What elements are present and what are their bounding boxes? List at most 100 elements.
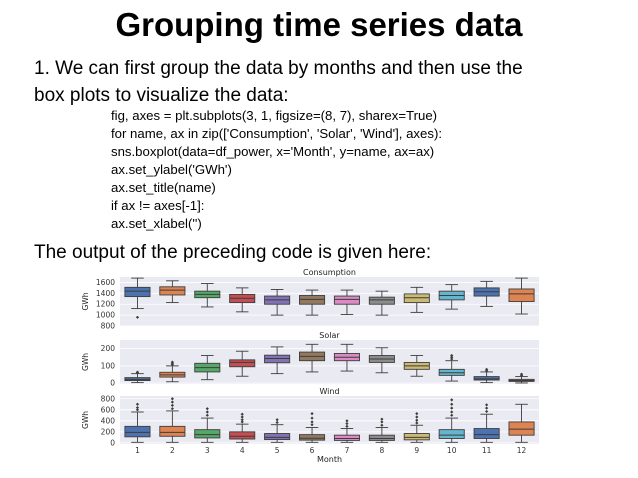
intro-line-1: 1. We can first group the data by months… (34, 58, 523, 79)
box-month-9 (403, 412, 430, 443)
outlier-point (170, 360, 174, 364)
box (264, 433, 291, 441)
x-tick-label: 12 (517, 446, 527, 455)
box (473, 428, 500, 439)
x-tick-label: 6 (310, 446, 315, 455)
outro-text: The output of the preceding code is give… (34, 242, 432, 263)
y-tick-label: 100 (101, 361, 116, 370)
outlier-point (450, 406, 454, 410)
code-block: fig, axes = plt.subplots(3, 1, figsize=(… (111, 107, 442, 233)
plot-background (120, 277, 539, 326)
box-month-1 (124, 402, 151, 443)
outlier-point (380, 417, 384, 421)
outlier-point (240, 412, 244, 416)
outlier-point (275, 418, 279, 422)
x-tick-label: 5 (275, 446, 280, 455)
box-month-2 (159, 397, 186, 443)
box-month-12 (508, 403, 535, 443)
y-axis-label: GWh (82, 292, 90, 310)
code-line: if ax != axes[-1]: (111, 198, 205, 213)
box-month-9 (403, 355, 430, 377)
x-tick-label: 11 (482, 446, 492, 455)
box (299, 434, 326, 441)
box (159, 425, 186, 437)
x-tick-label: 7 (345, 446, 350, 455)
intro-line-2: box plots to visualize the data: (34, 85, 289, 106)
boxplot-figure: 8001000120014001600ConsumptionGWh0100200… (82, 268, 539, 464)
y-tick-label: 1600 (96, 278, 115, 287)
y-tick-label: 800 (101, 322, 116, 331)
box-month-4 (229, 412, 256, 443)
box-month-9 (403, 286, 430, 313)
code-line: ax.set_title(name) (111, 180, 216, 195)
box-month-11 (473, 367, 500, 384)
panel-title: Solar (319, 331, 340, 340)
x-tick-label: 1 (135, 446, 140, 455)
code-line: fig, axes = plt.subplots(3, 1, figsize=(… (111, 108, 438, 123)
box-month-7 (333, 289, 360, 316)
code-line: for name, ax in zip(['Consumption', 'Sol… (111, 126, 443, 141)
outlier-point (485, 406, 489, 410)
box (403, 293, 430, 304)
panel-consumption: 800 1000 1200 1400 1600 Consumption GWh (82, 268, 539, 331)
y-tick-label: 1200 (96, 300, 115, 309)
box-month-8 (368, 417, 395, 443)
x-axis-label: Month (317, 455, 342, 464)
outlier-point (310, 420, 314, 424)
plot-background (120, 340, 539, 384)
outlier-point (485, 403, 489, 407)
box-month-8 (368, 347, 395, 374)
outlier-point (380, 420, 384, 424)
y-tick-label: 1400 (96, 289, 115, 298)
code-line: sns.boxplot(data=df_power, x='Month', y=… (111, 144, 435, 159)
box-month-3 (194, 355, 221, 381)
box-month-5 (264, 346, 291, 375)
code-line: ax.set_xlabel('') (111, 216, 202, 231)
box (229, 359, 256, 368)
box-month-2 (159, 280, 186, 304)
plot-background (120, 396, 539, 444)
box (159, 286, 186, 296)
x-tick-label: 4 (240, 446, 245, 455)
outlier-point (170, 400, 174, 404)
box-month-3 (194, 407, 221, 443)
y-tick-label: 0 (110, 379, 115, 388)
outlier-point (135, 370, 140, 374)
outlier-point (135, 408, 140, 412)
outlier-point (415, 421, 419, 425)
box-month-12 (508, 372, 535, 384)
box-month-3 (194, 283, 221, 308)
y-tick-label: 0 (110, 438, 115, 447)
box-month-5 (264, 418, 291, 443)
box (333, 434, 360, 441)
box (299, 295, 326, 305)
outlier-point (450, 398, 454, 402)
panel-solar: 0 100 200 Solar GWh (82, 331, 539, 388)
outlier-point (240, 415, 244, 419)
outlier-point (450, 410, 454, 414)
y-tick-label: 200 (101, 344, 116, 353)
outlier-point (275, 420, 279, 425)
outlier-point (450, 353, 454, 358)
y-tick-label: 800 (101, 394, 116, 403)
x-tick-label: 9 (414, 446, 419, 455)
box (438, 429, 465, 439)
box-month-1 (124, 370, 151, 384)
box (508, 421, 535, 436)
x-tick-label: 3 (205, 446, 210, 455)
box-month-4 (229, 350, 256, 377)
box (194, 429, 221, 439)
outlier-point (240, 420, 244, 424)
box-month-2 (159, 360, 186, 383)
x-tick-label: 2 (170, 446, 175, 455)
y-tick-label: 400 (101, 416, 116, 425)
box (368, 434, 395, 441)
panel-title: Consumption (303, 268, 356, 277)
box-month-7 (333, 343, 360, 372)
box-month-6 (299, 343, 326, 373)
box (508, 288, 535, 302)
y-tick-label: 1000 (96, 311, 115, 320)
slide-title: Grouping time series data (115, 6, 523, 43)
outlier-point (519, 372, 524, 376)
